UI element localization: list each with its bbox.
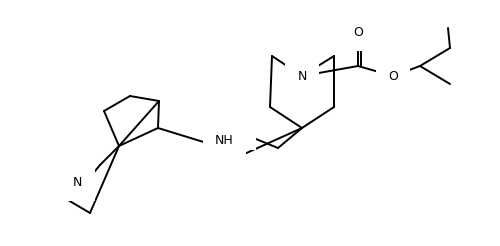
- Text: O: O: [353, 26, 363, 39]
- Text: N: N: [298, 70, 306, 82]
- Text: N: N: [72, 175, 82, 188]
- Text: NH: NH: [224, 124, 244, 138]
- Text: O: O: [388, 70, 398, 82]
- Text: NH: NH: [215, 135, 234, 148]
